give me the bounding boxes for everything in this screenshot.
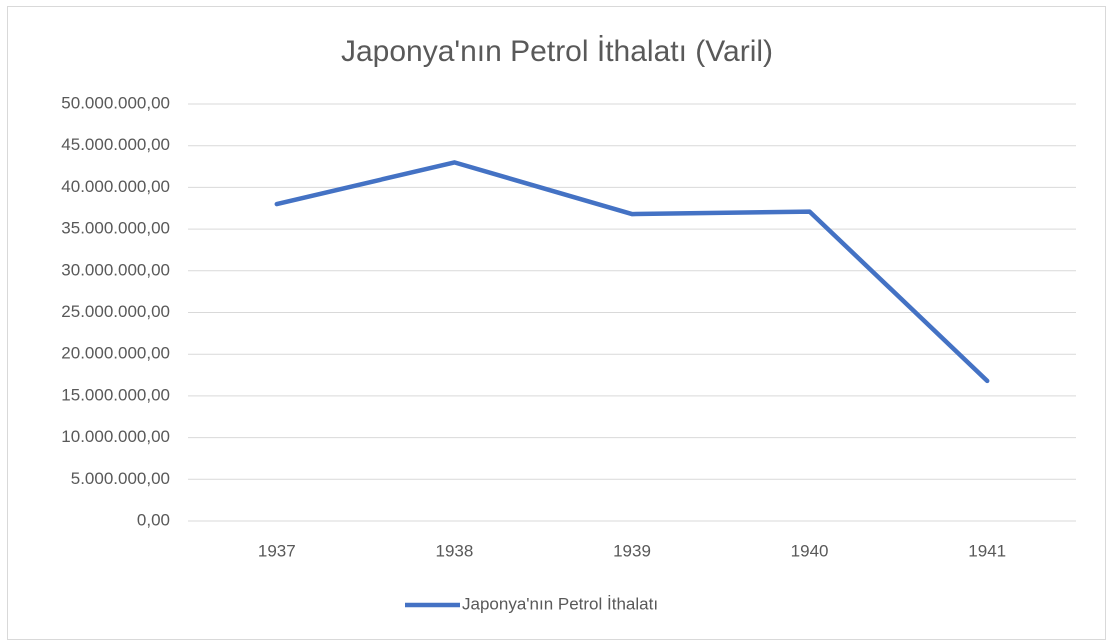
legend-label: Japonya'nın Petrol İthalatı (462, 594, 658, 613)
x-tick-label: 1938 (435, 541, 473, 560)
y-tick-label: 0,00 (137, 510, 170, 529)
y-tick-label: 50.000.000,00 (61, 93, 170, 112)
y-tick-label: 10.000.000,00 (61, 427, 170, 446)
y-tick-label: 15.000.000,00 (61, 385, 170, 404)
x-tick-label: 1937 (258, 541, 296, 560)
y-tick-label: 30.000.000,00 (61, 260, 170, 279)
y-tick-label: 35.000.000,00 (61, 219, 170, 238)
x-tick-label: 1940 (791, 541, 829, 560)
y-tick-label: 20.000.000,00 (61, 344, 170, 363)
x-tick-label: 1939 (613, 541, 651, 560)
series-line (274, 160, 990, 384)
y-tick-label: 40.000.000,00 (61, 177, 170, 196)
chart-border (7, 6, 1106, 640)
y-tick-label: 45.000.000,00 (61, 135, 170, 154)
x-tick-label: 1941 (968, 541, 1006, 560)
y-tick-label: 25.000.000,00 (61, 302, 170, 321)
y-tick-label: 5.000.000,00 (71, 469, 170, 488)
chart-title: Japonya'nın Petrol İthalatı (Varil) (341, 35, 773, 68)
